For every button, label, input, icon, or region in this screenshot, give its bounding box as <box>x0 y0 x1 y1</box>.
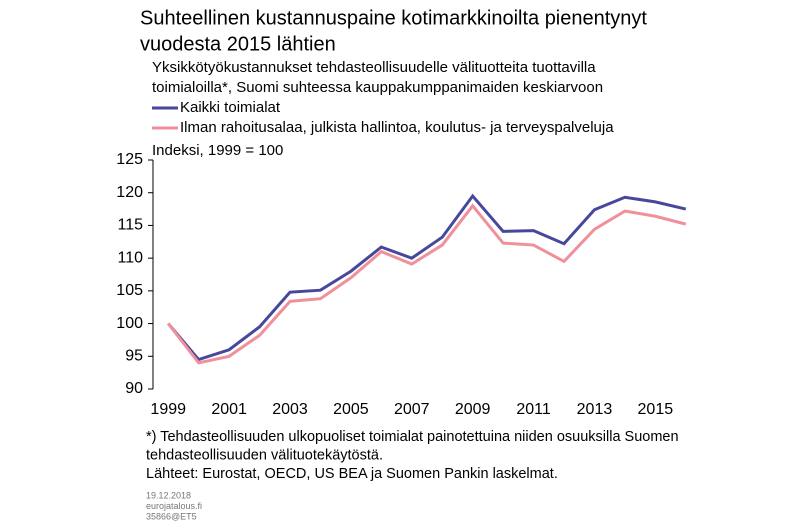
chart-title: vuodesta 2015 lähtien <box>140 33 336 55</box>
y-tick-label: 100 <box>116 315 143 332</box>
footer: eurojatalous.fi <box>146 501 202 511</box>
x-tick-label: 2015 <box>638 401 674 418</box>
x-tick-label: 2009 <box>455 401 491 418</box>
footer: 35866@ET5 <box>146 511 197 521</box>
chart-subtitle: Yksikkötyökustannukset tehdasteollisuude… <box>152 59 596 76</box>
y-tick-label: 95 <box>125 348 143 365</box>
x-tick-label: 2003 <box>272 401 308 418</box>
y-axis-label: Indeksi, 1999 = 100 <box>152 142 283 159</box>
chart-title: Suhteellinen kustannuspaine kotimarkkino… <box>140 7 647 29</box>
x-tick-label: 1999 <box>150 401 186 418</box>
y-tick-label: 105 <box>116 282 143 299</box>
x-tick-label: 2011 <box>516 401 551 418</box>
footer: 19.12.2018 <box>146 490 191 500</box>
note: *) Tehdasteollisuuden ulkopuoliset toimi… <box>146 429 679 445</box>
x-tick-label: 2013 <box>577 401 613 418</box>
legend-label: Kaikki toimialat <box>180 99 281 116</box>
y-tick-label: 115 <box>117 217 143 234</box>
y-tick-label: 125 <box>116 151 143 168</box>
x-tick-label: 2007 <box>394 401 430 418</box>
y-tick-label: 110 <box>117 249 143 266</box>
y-tick-label: 120 <box>116 184 143 201</box>
x-tick-label: 2005 <box>333 401 369 418</box>
legend-label: Ilman rahoitusalaa, julkista hallintoa, … <box>180 119 614 136</box>
chart-subtitle: toimialoilla*, Suomi suhteessa kauppakum… <box>152 79 603 96</box>
note: tehdasteollisuuden välituotekäytöstä. <box>146 447 383 463</box>
series-line <box>167 193 687 362</box>
x-tick-label: 2001 <box>211 401 247 418</box>
series-line <box>167 203 687 365</box>
note: Lähteet: Eurostat, OECD, US BEA ja Suome… <box>146 466 558 482</box>
y-tick-label: 90 <box>125 380 143 397</box>
